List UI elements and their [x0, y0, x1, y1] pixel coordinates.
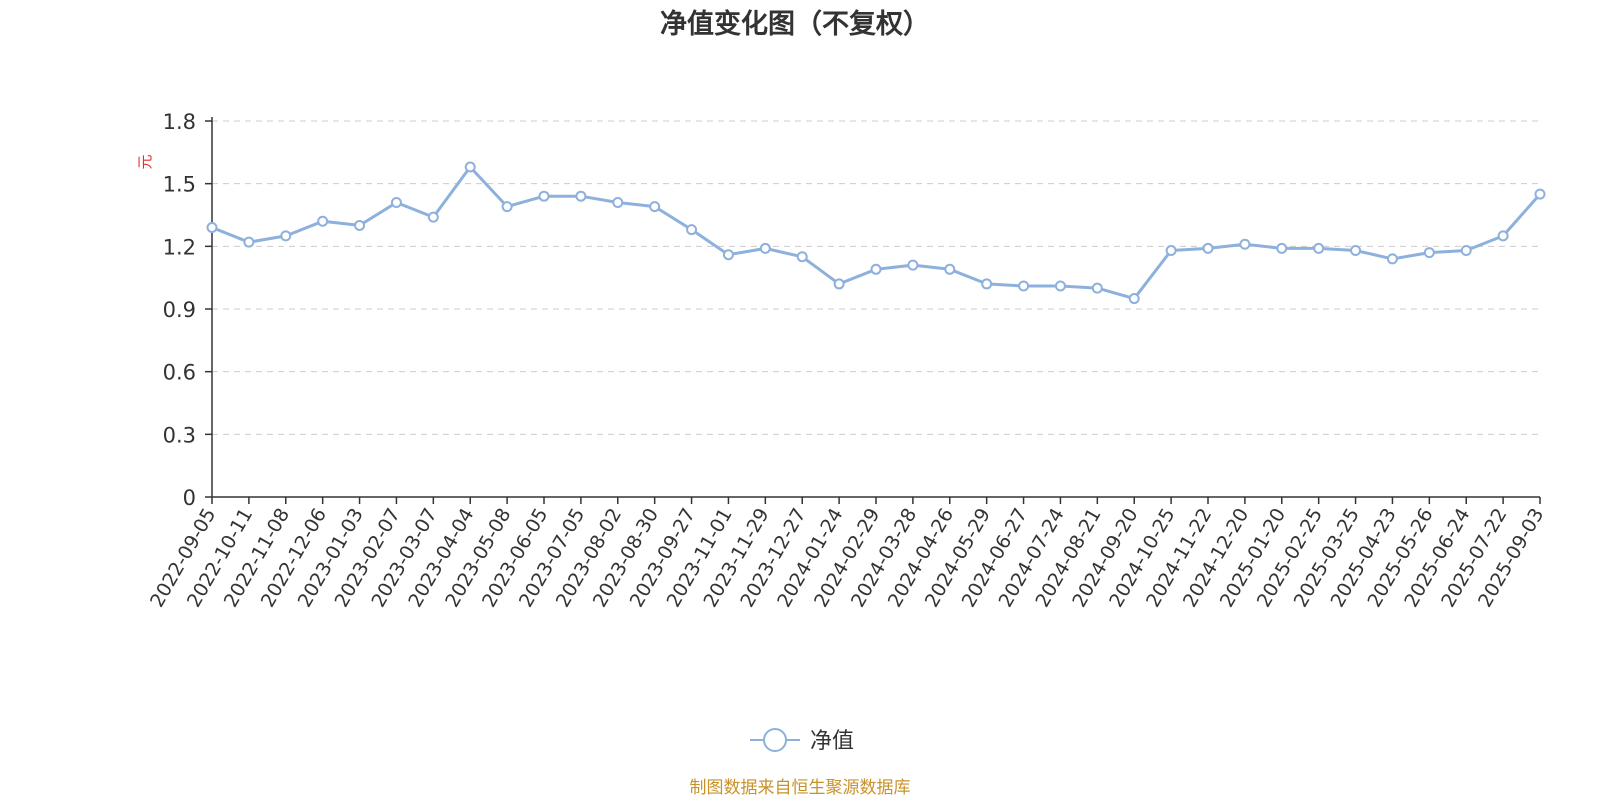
- data-point[interactable]: [1460, 245, 1472, 257]
- data-point[interactable]: [317, 215, 329, 227]
- data-point[interactable]: [1313, 242, 1325, 254]
- y-tick-label: 1.2: [163, 235, 196, 259]
- data-point[interactable]: [981, 278, 993, 290]
- data-point[interactable]: [501, 201, 513, 213]
- data-point[interactable]: [575, 190, 587, 202]
- grid-lines: [212, 120, 1540, 435]
- x-axis-ticks: 2022-09-052022-10-112022-11-082022-12-06…: [146, 497, 1548, 611]
- data-point[interactable]: [833, 278, 845, 290]
- data-point[interactable]: [1128, 293, 1140, 305]
- axes: [211, 117, 1540, 498]
- legend[interactable]: 净值: [750, 728, 854, 754]
- data-point[interactable]: [390, 196, 402, 208]
- data-point[interactable]: [612, 196, 624, 208]
- data-point[interactable]: [464, 161, 476, 173]
- y-tick-label: 0.3: [163, 423, 196, 447]
- y-axis-ticks: 0 0.3 0.6 0.9 1.2 1.5 1.8: [163, 110, 212, 510]
- data-point[interactable]: [243, 236, 255, 248]
- data-point[interactable]: [686, 224, 698, 236]
- data-point[interactable]: [280, 230, 292, 242]
- data-point[interactable]: [1239, 238, 1251, 250]
- data-point[interactable]: [870, 263, 882, 275]
- data-point[interactable]: [649, 201, 661, 213]
- data-point[interactable]: [427, 211, 439, 223]
- data-point[interactable]: [1165, 245, 1177, 257]
- data-point[interactable]: [1202, 242, 1214, 254]
- y-tick-label: 0.6: [163, 361, 196, 385]
- data-point[interactable]: [1350, 245, 1362, 257]
- data-point[interactable]: [1018, 280, 1030, 292]
- data-point[interactable]: [722, 249, 734, 261]
- legend-circle-icon: [763, 728, 787, 752]
- data-point[interactable]: [796, 251, 808, 263]
- data-point[interactable]: [1423, 247, 1435, 259]
- data-point[interactable]: [759, 242, 771, 254]
- data-point[interactable]: [1534, 188, 1546, 200]
- y-tick-label: 0: [183, 486, 196, 510]
- y-tick-label: 1.5: [163, 173, 196, 197]
- data-point[interactable]: [206, 222, 218, 234]
- data-point[interactable]: [944, 263, 956, 275]
- data-point[interactable]: [1497, 230, 1509, 242]
- data-point[interactable]: [354, 219, 366, 231]
- y-tick-label: 1.8: [163, 110, 196, 134]
- data-point[interactable]: [1276, 242, 1288, 254]
- series-net-value: [206, 161, 1546, 305]
- chart-title: 净值变化图（不复权）: [660, 8, 930, 40]
- y-tick-label: 0.9: [163, 298, 196, 322]
- data-source-note: 制图数据来自恒生聚源数据库: [690, 778, 911, 798]
- series-line: [211, 165, 1542, 301]
- data-point[interactable]: [1386, 253, 1398, 265]
- data-point[interactable]: [1054, 280, 1066, 292]
- legend-label: 净值: [810, 729, 854, 754]
- y-axis-unit-label: 元: [136, 154, 154, 169]
- data-point[interactable]: [1091, 282, 1103, 294]
- data-point[interactable]: [907, 259, 919, 271]
- data-point[interactable]: [538, 190, 550, 202]
